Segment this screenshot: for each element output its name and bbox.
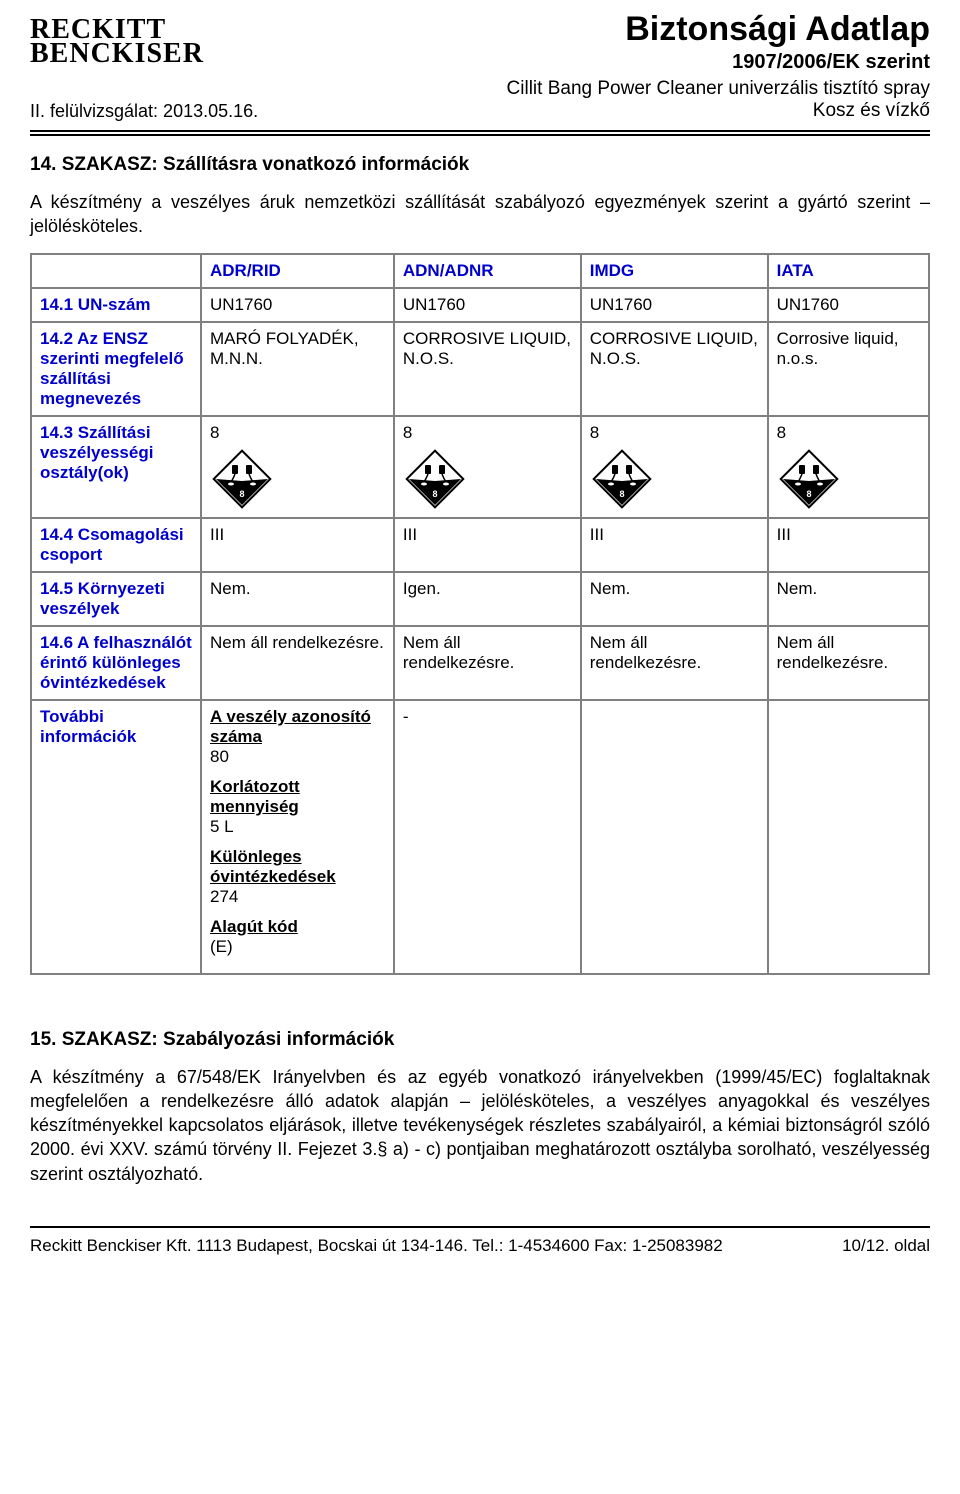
ek-regulation: 1907/2006/EK szerint bbox=[224, 51, 930, 74]
table-cell: Nem áll rendelkezésre. bbox=[201, 626, 394, 700]
table-row: 14.6 A felhasználót érintő különleges óv… bbox=[31, 626, 929, 700]
table-cell: III bbox=[581, 518, 768, 572]
section-15-body: A készítmény a 67/548/EK Irányelvben és … bbox=[30, 1065, 930, 1186]
table-cell: 88 bbox=[394, 416, 581, 518]
page-footer: Reckitt Benckiser Kft. 1113 Budapest, Bo… bbox=[30, 1226, 930, 1256]
table-cell bbox=[581, 700, 768, 974]
hazard-class-8-icon: 8 bbox=[210, 447, 274, 511]
row-label: 14.4 Csomagolási csoport bbox=[31, 518, 201, 572]
svg-text:8: 8 bbox=[432, 489, 437, 499]
table-cell: Nem. bbox=[768, 572, 929, 626]
table-cell: UN1760 bbox=[201, 288, 394, 322]
row-label: További információk bbox=[31, 700, 201, 974]
hazard-class-8-icon: 8 bbox=[777, 447, 841, 511]
table-cell: III bbox=[201, 518, 394, 572]
table-cell: Nem áll rendelkezésre. bbox=[581, 626, 768, 700]
table-cell: III bbox=[394, 518, 581, 572]
table-cell: Nem áll rendelkezésre. bbox=[768, 626, 929, 700]
table-cell: A veszély azonosító száma80Korlátozott m… bbox=[201, 700, 394, 974]
table-cell: Corrosive liquid, n.o.s. bbox=[768, 322, 929, 416]
logo-line2: BENCKISER bbox=[30, 42, 204, 66]
table-row: 14.3 Szállítási veszélyességi osztály(ok… bbox=[31, 416, 929, 518]
svg-text:8: 8 bbox=[239, 489, 244, 499]
table-cell: III bbox=[768, 518, 929, 572]
svg-text:8: 8 bbox=[806, 489, 811, 499]
row-label: 14.2 Az ENSZ szerinti megfelelő szállítá… bbox=[31, 322, 201, 416]
document-header: RECKITT BENCKISER Biztonsági Adatlap 190… bbox=[30, 10, 930, 74]
revision-row: II. felülvizsgálat: 2013.05.16. Cillit B… bbox=[30, 78, 930, 122]
table-cell: 88 bbox=[201, 416, 394, 518]
product-name-block: Cillit Bang Power Cleaner univerzális ti… bbox=[258, 78, 930, 122]
row-label: 14.1 UN-szám bbox=[31, 288, 201, 322]
section-14-intro: A készítmény a veszélyes áruk nemzetközi… bbox=[30, 190, 930, 239]
company-logo: RECKITT BENCKISER bbox=[30, 18, 204, 66]
product-name-2: Kosz és vízkő bbox=[258, 100, 930, 122]
table-cell: 88 bbox=[768, 416, 929, 518]
svg-text:8: 8 bbox=[619, 489, 624, 499]
table-cell: Nem. bbox=[581, 572, 768, 626]
table-cell bbox=[768, 700, 929, 974]
col-imdg: IMDG bbox=[581, 254, 768, 288]
footer-company: Reckitt Benckiser Kft. 1113 Budapest, Bo… bbox=[30, 1236, 723, 1256]
table-cell: Nem áll rendelkezésre. bbox=[394, 626, 581, 700]
col-blank bbox=[31, 254, 201, 288]
table-cell: 88 bbox=[581, 416, 768, 518]
header-right: Biztonsági Adatlap 1907/2006/EK szerint bbox=[224, 10, 930, 74]
row-label: 14.3 Szállítási veszélyességi osztály(ok… bbox=[31, 416, 201, 518]
table-cell: Nem. bbox=[201, 572, 394, 626]
table-row: 14.1 UN-számUN1760UN1760UN1760UN1760 bbox=[31, 288, 929, 322]
header-rule bbox=[30, 130, 930, 136]
sds-title: Biztonsági Adatlap bbox=[224, 10, 930, 49]
product-name-1: Cillit Bang Power Cleaner univerzális ti… bbox=[258, 78, 930, 100]
transport-table: ADR/RID ADN/ADNR IMDG IATA 14.1 UN-számU… bbox=[30, 253, 930, 975]
col-iata: IATA bbox=[768, 254, 929, 288]
section-15-title: 15. SZAKASZ: Szabályozási információk bbox=[30, 1029, 930, 1051]
table-cell: MARÓ FOLYADÉK, M.N.N. bbox=[201, 322, 394, 416]
revision-date: II. felülvizsgálat: 2013.05.16. bbox=[30, 101, 258, 122]
table-cell: UN1760 bbox=[768, 288, 929, 322]
row-label: 14.5 Környezeti veszélyek bbox=[31, 572, 201, 626]
hazard-class-8-icon: 8 bbox=[403, 447, 467, 511]
table-cell: - bbox=[394, 700, 581, 974]
section-14-title: 14. SZAKASZ: Szállításra vonatkozó infor… bbox=[30, 154, 930, 176]
table-cell: UN1760 bbox=[394, 288, 581, 322]
table-row: További információkA veszély azonosító s… bbox=[31, 700, 929, 974]
table-row: 14.2 Az ENSZ szerinti megfelelő szállítá… bbox=[31, 322, 929, 416]
table-cell: UN1760 bbox=[581, 288, 768, 322]
table-row: 14.4 Csomagolási csoportIIIIIIIIIIII bbox=[31, 518, 929, 572]
col-adr: ADR/RID bbox=[201, 254, 394, 288]
table-cell: CORROSIVE LIQUID, N.O.S. bbox=[394, 322, 581, 416]
row-label: 14.6 A felhasználót érintő különleges óv… bbox=[31, 626, 201, 700]
table-cell: CORROSIVE LIQUID, N.O.S. bbox=[581, 322, 768, 416]
table-row: 14.5 Környezeti veszélyekNem.Igen.Nem.Ne… bbox=[31, 572, 929, 626]
footer-page: 10/12. oldal bbox=[842, 1236, 930, 1256]
hazard-class-8-icon: 8 bbox=[590, 447, 654, 511]
table-cell: Igen. bbox=[394, 572, 581, 626]
table-header-row: ADR/RID ADN/ADNR IMDG IATA bbox=[31, 254, 929, 288]
col-adn: ADN/ADNR bbox=[394, 254, 581, 288]
